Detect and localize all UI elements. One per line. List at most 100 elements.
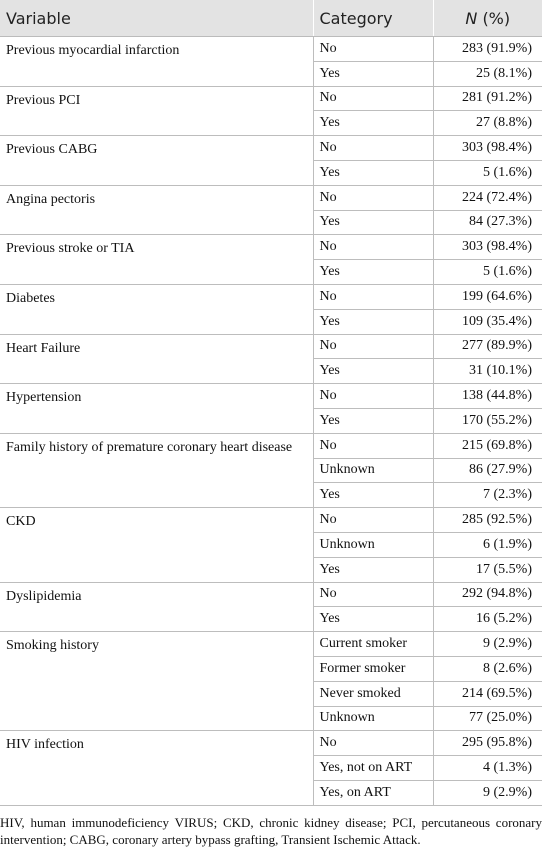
value-cell: 31 (10.1%) <box>432 358 542 385</box>
footnote: HIV, human immunodeficiency VIRUS; CKD, … <box>0 814 542 847</box>
variable-cell: Previous CABG <box>0 135 314 186</box>
category-cell: Yes <box>312 110 434 137</box>
value-cell: 7 (2.3%) <box>432 482 542 509</box>
table-row: Previous stroke or TIA No 303 (98.4%) <box>0 234 542 285</box>
table-body: Previous myocardial infarction No 283 (91.… <box>0 36 542 806</box>
table-row: Previous PCI No 281 (91.2%) <box>0 86 542 137</box>
category-cell: No <box>312 433 434 459</box>
category-cell: Yes <box>312 557 434 583</box>
value-cell: 25 (8.1%) <box>432 61 542 87</box>
table-row: Yes 5 (1.6%) <box>0 259 542 285</box>
category-cell: No <box>312 185 434 211</box>
table-row: Yes 17 (5.5%) <box>0 557 542 583</box>
variable-cell: Dyslipidemia <box>0 582 314 633</box>
category-cell: Current smoker <box>312 631 434 657</box>
variable-cell: Previous PCI <box>0 86 314 137</box>
category-cell: No <box>312 582 434 608</box>
variable-cell: Family history of premature coronary hea… <box>0 433 314 509</box>
value-cell: 215 (69.8%) <box>432 433 542 459</box>
value-cell: 8 (2.6%) <box>432 656 542 682</box>
table-row: Yes 170 (55.2%) <box>0 408 542 434</box>
table-row: Unknown 86 (27.9%) <box>0 458 542 484</box>
category-cell: Yes, not on ART <box>312 755 434 781</box>
header-row: Variable Category N (%) <box>0 0 542 37</box>
value-cell: 303 (98.4%) <box>432 135 542 161</box>
table-row: Unknown 6 (1.9%) <box>0 532 542 558</box>
header-symbol: N <box>465 8 478 28</box>
table-row: Yes, on ART 9 (2.9%) <box>0 780 542 806</box>
value-cell: 277 (89.9%) <box>432 334 542 360</box>
category-cell: Unknown <box>312 458 434 484</box>
category-cell: Yes <box>312 408 434 434</box>
category-cell: No <box>312 383 434 409</box>
value-cell: 109 (35.4%) <box>432 309 542 335</box>
table-row: Previous CABG No 303 (98.4%) <box>0 135 542 186</box>
table-row: Yes, not on ART 4 (1.3%) <box>0 755 542 781</box>
table-row: Yes 84 (27.3%) <box>0 210 542 236</box>
table-row: HIV infection No 295 (95.8%) <box>0 730 542 806</box>
category-cell: Yes <box>312 482 434 509</box>
value-cell: 138 (44.8%) <box>432 383 542 409</box>
value-cell: 285 (92.5%) <box>432 507 542 533</box>
value-cell: 5 (1.6%) <box>432 259 542 285</box>
value-cell: 295 (95.8%) <box>432 730 542 757</box>
variable-cell: Angina pectoris <box>0 185 314 236</box>
category-cell: Yes <box>312 160 434 186</box>
variable-cell: Diabetes <box>0 284 314 335</box>
header-cell: Variable <box>0 0 314 37</box>
table-row: Unknown 77 (25.0%) <box>0 706 542 732</box>
table-row: Yes 31 (10.1%) <box>0 358 542 385</box>
value-cell: 214 (69.5%) <box>432 681 542 707</box>
variable-cell: Previous stroke or TIA <box>0 234 314 285</box>
value-cell: 9 (2.9%) <box>432 631 542 657</box>
value-cell: 5 (1.6%) <box>432 160 542 186</box>
table-header: Variable Category N (%) <box>0 0 542 37</box>
value-cell: 4 (1.3%) <box>432 755 542 781</box>
table-row: Yes 16 (5.2%) <box>0 606 542 633</box>
variable-cell: Smoking history <box>0 631 314 732</box>
category-cell: No <box>312 730 434 757</box>
category-cell: Unknown <box>312 532 434 558</box>
value-cell: 84 (27.3%) <box>432 210 542 236</box>
table-row: Yes 27 (8.8%) <box>0 110 542 137</box>
table-row: Heart Failure No 277 (89.9%) <box>0 334 542 385</box>
table-row: Previous myocardial infarction No 283 (91.… <box>0 36 542 87</box>
data-table: Variable Category N (%) Previous myocard… <box>0 0 542 806</box>
table-row: Hypertension No 138 (44.8%) <box>0 383 542 434</box>
table-row: Diabetes No 199 (64.6%) <box>0 284 542 335</box>
value-cell: 17 (5.5%) <box>432 557 542 583</box>
variable-cell: CKD <box>0 507 314 583</box>
table-row: Angina pectoris No 224 (72.4%) <box>0 185 542 236</box>
table-row: Yes 109 (35.4%) <box>0 309 542 335</box>
value-cell: 281 (91.2%) <box>432 86 542 112</box>
value-cell: 224 (72.4%) <box>432 185 542 211</box>
category-cell: Former smoker <box>312 656 434 682</box>
category-cell: Yes <box>312 210 434 236</box>
table-row: Yes 7 (2.3%) <box>0 482 542 509</box>
header-unit: (%) <box>482 8 511 28</box>
category-cell: Yes <box>312 358 434 385</box>
table-row: Smoking history Current smoker 9 (2.9%) <box>0 631 542 732</box>
table-row: Yes 25 (8.1%) <box>0 61 542 87</box>
table-row: Never smoked 214 (69.5%) <box>0 681 542 707</box>
category-cell: Yes <box>312 606 434 633</box>
value-cell: 170 (55.2%) <box>432 408 542 434</box>
table-row: Former smoker 8 (2.6%) <box>0 656 542 682</box>
header-cell: N (%) <box>433 0 542 37</box>
category-cell: Never smoked <box>312 681 434 707</box>
value-cell: 292 (94.8%) <box>432 582 542 608</box>
table-row: Family history of premature coronary hea… <box>0 433 542 509</box>
variable-cell: HIV infection <box>0 730 314 806</box>
category-cell: No <box>312 36 434 62</box>
category-cell: Unknown <box>312 706 434 732</box>
value-cell: 27 (8.8%) <box>432 110 542 137</box>
category-cell: Yes <box>312 259 434 285</box>
value-cell: 283 (91.9%) <box>432 36 542 62</box>
variable-cell: Heart Failure <box>0 334 314 385</box>
category-cell: Yes <box>312 61 434 87</box>
category-cell: No <box>312 234 434 261</box>
variable-cell: Previous myocardial infarction <box>0 36 314 87</box>
table-row: Dyslipidemia No 292 (94.8%) <box>0 582 542 633</box>
category-cell: No <box>312 86 434 112</box>
